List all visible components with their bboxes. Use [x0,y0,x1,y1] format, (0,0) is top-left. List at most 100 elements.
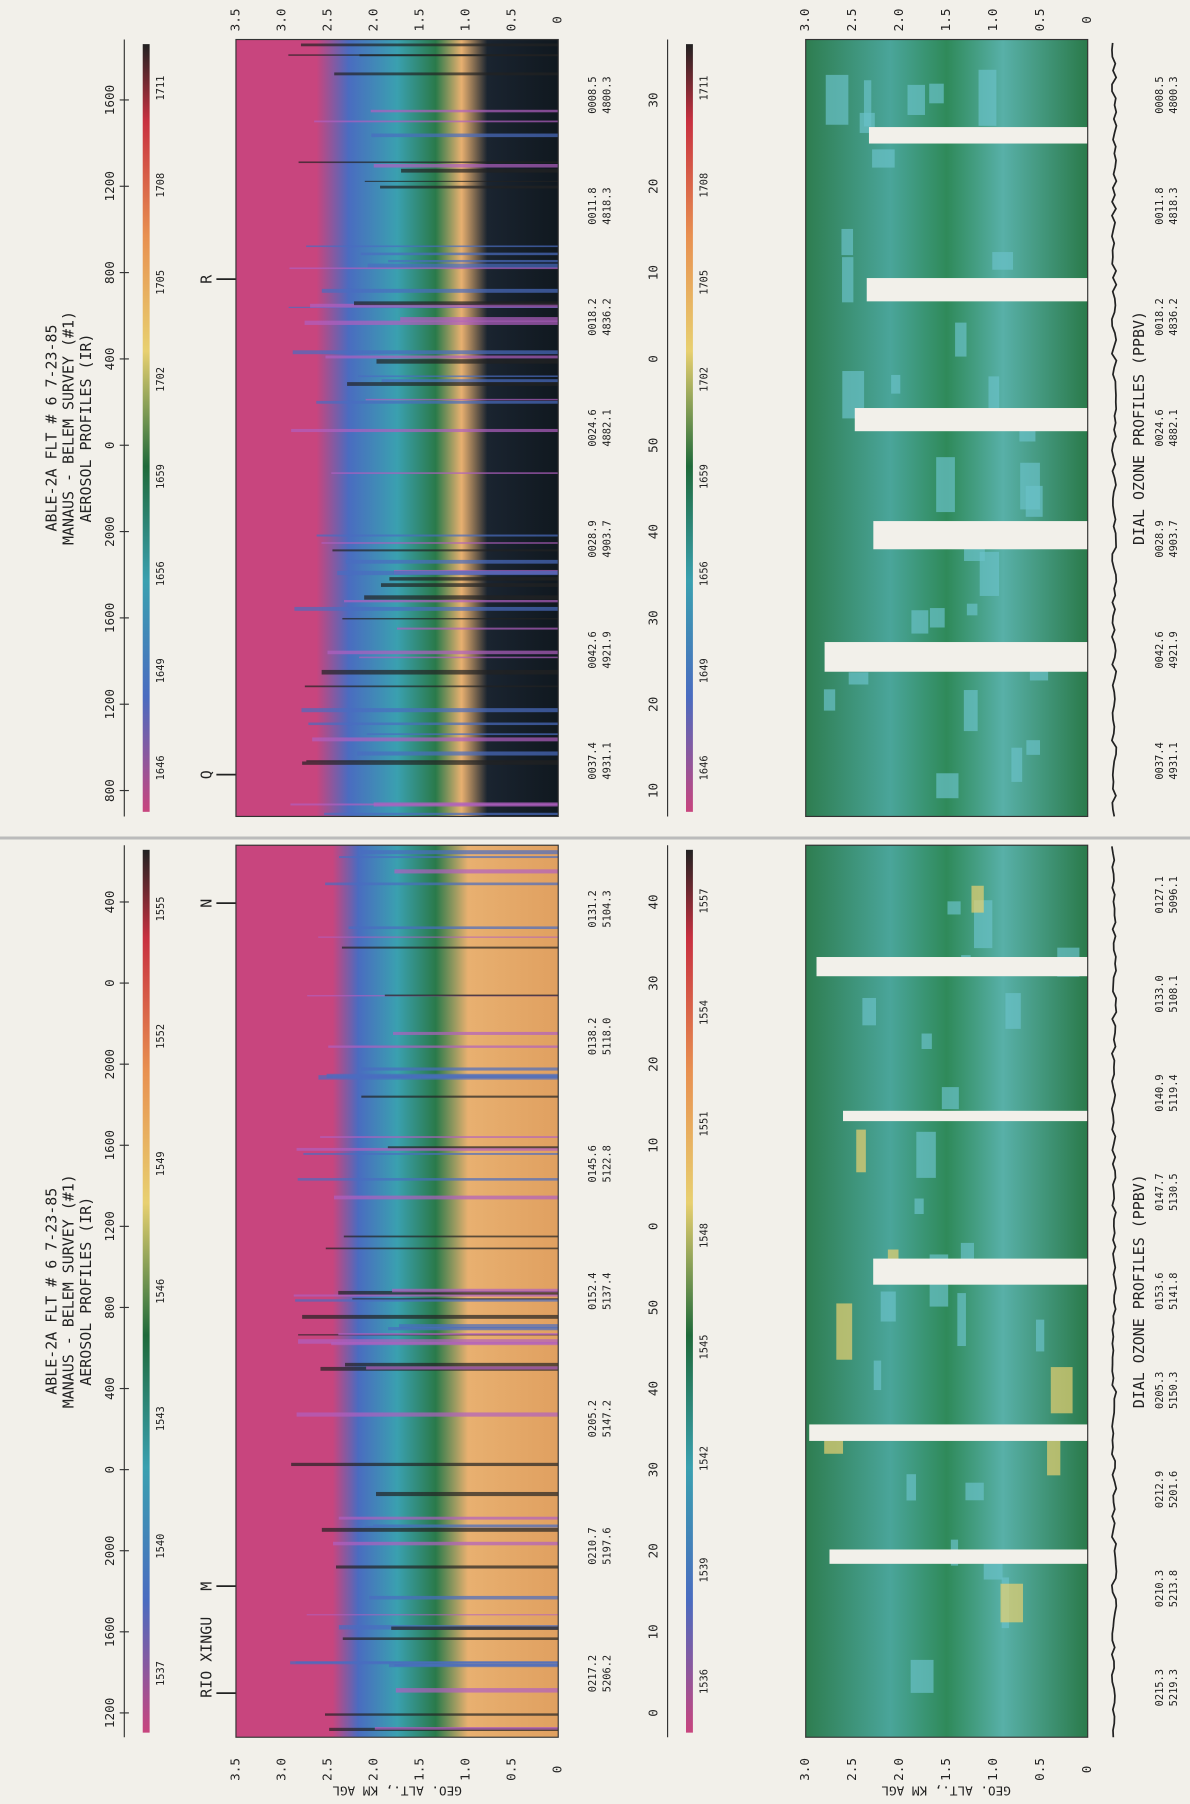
aerosol-streak [344,600,558,602]
aerosol-streak [324,813,558,815]
alt-tick-label: 0.5 [504,9,519,32]
aerosol-streak [368,264,559,268]
aerosol-streak [331,1342,558,1345]
ozone-gap [809,1424,1087,1440]
ozone-colorbar [686,44,693,812]
ozone-colorbar-label: 1656 [698,561,710,586]
alt-tick-label: 1.5 [938,1758,953,1781]
aerosol-streak [293,350,559,354]
aerosol-streak [346,560,558,564]
aerosol-streak [339,856,558,858]
ozone-patch [971,886,983,913]
aerosol-streak [305,685,558,687]
time-tick-label: 2000 [102,1049,117,1079]
axis-label: GEO. ALT., KM AGL [881,1784,1011,1799]
aerosol-streak [361,1096,558,1098]
aerosol-streak [303,1153,558,1155]
position-label: 4800.3 [1168,76,1180,113]
ozone-patch [907,85,925,115]
aerosol-streak [388,1146,558,1148]
aerosol-streak [364,595,558,599]
aerosol-streak [389,577,558,580]
aerosol-streak [361,1067,558,1070]
event-marker: N [198,899,216,908]
aerosol-streak [288,54,558,55]
aerosol-streak [347,382,558,386]
position-label: 5137.4 [602,1273,614,1310]
colorbar-label: 1702 [155,367,167,392]
colorbar-label: 1711 [155,76,167,101]
aerosol-streak [320,1136,558,1138]
event-marker: RIO XINGU [198,1617,216,1698]
aerosol-streak [361,253,559,256]
position-label: 5213.8 [1168,1570,1180,1607]
ozone-patch [979,70,997,126]
panel-title: MANAUS - BELEM SURVEY (#1) [60,1174,78,1408]
ozone-colorbar-label: 1548 [698,1223,710,1248]
aerosol-streak [367,733,558,735]
colorbar-label: 1543 [155,1406,167,1431]
alt-tick-label: 3.5 [227,9,242,32]
position-label: 0210.7 [587,1527,599,1564]
alt-tick-label: 0.5 [504,1758,519,1781]
ozone-patch [824,1439,843,1453]
time-tick-label: 400 [102,1377,117,1400]
aerosol-streak [298,1178,559,1181]
position-label: 5130.5 [1168,1173,1180,1210]
ozone-patch [907,1474,916,1500]
position-label: 4903.7 [602,520,614,557]
ozone-patch [1051,1367,1073,1413]
aerosol-streak [343,1637,558,1640]
ozone-patch [915,1199,924,1215]
ozone-scale-tick: 40 [645,894,660,909]
aerosol-streak [391,1627,558,1630]
time-tick-label: 800 [102,1296,117,1319]
time-tick-label: 800 [102,261,117,284]
alt-tick-label: 1.5 [938,9,953,32]
ozone-colorbar-label: 1708 [698,173,710,198]
aerosol-streak [388,260,558,262]
alt-tick-label: 3.0 [273,9,288,32]
position-label: 0140.9 [1154,1074,1166,1111]
panel-title: ABLE-2A FLT # 6 7-23-85 [42,1188,60,1395]
ozone-patch [824,689,835,710]
alt-tick-label: 2.5 [320,9,335,32]
aerosol-streak [394,1664,558,1666]
colorbar-label: 1546 [155,1279,167,1304]
ozone-patch [864,80,871,126]
time-tick-label: 2000 [102,516,117,546]
alt-tick-label: 2.5 [844,1758,859,1781]
aerosol-streak [375,1727,558,1730]
aerosol-streak [361,850,558,854]
ozone-patch [1001,1584,1023,1623]
alt-tick-label: 3.0 [797,9,812,32]
aerosol-streak [289,267,558,269]
colorbar-label: 1659 [155,464,167,489]
ozone-patch [965,1483,983,1501]
aerosol-streak [373,1524,558,1526]
alt-tick-label: 2.5 [844,9,859,32]
ozone-title: DIAL OZONE PROFILES (PPBV) [1130,1174,1148,1408]
position-label: 0018.2 [587,298,599,335]
position-label: 0215.3 [1154,1669,1166,1706]
colorbar-label: 1540 [155,1534,167,1559]
event-marker: M [198,1582,216,1591]
ozone-title: DIAL OZONE PROFILES (PPBV) [1130,311,1148,545]
ozone-scale-tick: 40 [645,1381,660,1396]
ozone-patch [961,1243,974,1260]
aerosol-streak [339,1517,558,1520]
ozone-colorbar [686,850,693,1733]
ozone-patch [955,323,966,357]
aerosol-streak [312,737,558,741]
aerosol-streak [327,651,558,655]
ozone-patch [942,1087,959,1109]
position-label: 0147.7 [1154,1173,1166,1210]
time-tick-label: 400 [102,347,117,370]
position-label: 4818.3 [602,187,614,224]
aerosol-streak [325,356,558,359]
ozone-patch [957,1293,966,1346]
ozone-patch [1026,486,1043,517]
position-label: 0145.6 [587,1145,599,1182]
ozone-patch [842,257,853,302]
event-marker: Q [198,770,216,779]
